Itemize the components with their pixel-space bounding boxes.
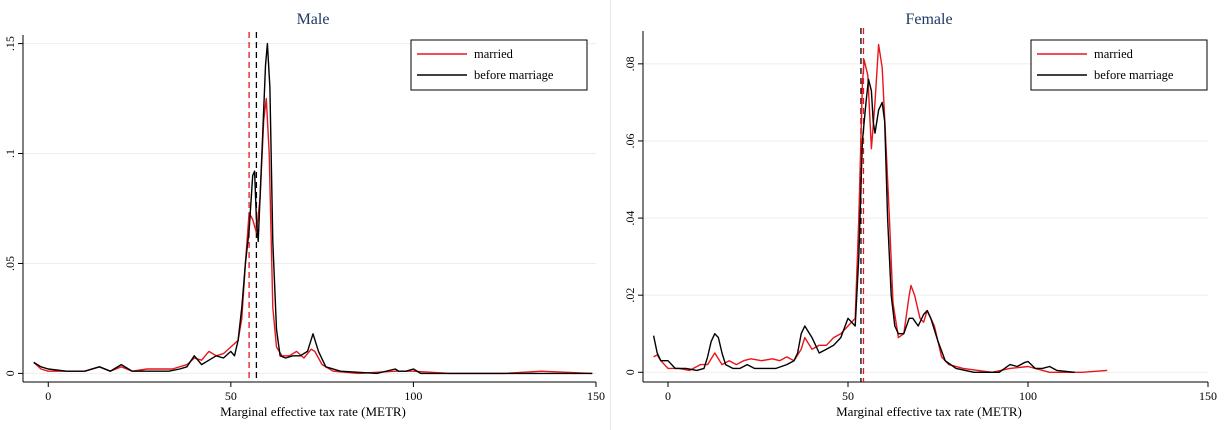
y-tick-label: .02 bbox=[623, 288, 637, 303]
legend: married before marriage bbox=[410, 39, 588, 91]
x-tick-label: 100 bbox=[1019, 389, 1037, 403]
y-tick-label: .04 bbox=[623, 211, 637, 226]
y-tick-label: .06 bbox=[623, 133, 637, 148]
x-tick-label: 50 bbox=[225, 389, 237, 403]
panel-divider bbox=[610, 0, 611, 430]
chart-male: Male 0 .05 .1 .15 0 50 100 150 Marginal effective… bbox=[3, 11, 605, 419]
series-line-before-marriage bbox=[33, 42, 593, 375]
legend: married before marriage bbox=[1030, 39, 1208, 91]
x-axis-label: Marginal effective tax rate (METR) bbox=[220, 404, 406, 419]
y-tick-label: .05 bbox=[3, 256, 17, 271]
legend-label: married bbox=[1094, 47, 1134, 61]
legend-label: married bbox=[474, 47, 514, 61]
series-line-married bbox=[653, 43, 1108, 373]
series-line-before-marriage bbox=[652, 78, 1075, 373]
y-tick-label: .1 bbox=[3, 149, 17, 158]
x-tick-label: 150 bbox=[1199, 389, 1217, 403]
chart-title: Male bbox=[297, 11, 330, 28]
legend-label: before marriage bbox=[1094, 68, 1174, 82]
series-line-married bbox=[33, 97, 593, 375]
legend-box bbox=[410, 39, 588, 91]
legend-box bbox=[1030, 39, 1208, 91]
panel-male: Male 0 .05 .1 .15 0 50 100 150 Marginal effective… bbox=[0, 0, 609, 430]
y-tick-label: .15 bbox=[3, 36, 17, 51]
x-axis-label: Marginal effective tax rate (METR) bbox=[836, 404, 1022, 419]
panel-female: Female 0 .02 .04 .06 .08 0 50 100 150 Marginal eff… bbox=[614, 0, 1227, 430]
x-tick-label: 0 bbox=[665, 389, 671, 403]
chart-title: Female bbox=[905, 11, 952, 28]
y-tick-label: .08 bbox=[623, 56, 637, 71]
x-tick-label: 150 bbox=[587, 389, 605, 403]
x-tick-label: 100 bbox=[404, 389, 422, 403]
x-tick-label: 0 bbox=[45, 389, 51, 403]
x-tick-label: 50 bbox=[842, 389, 854, 403]
legend-label: before marriage bbox=[474, 68, 554, 82]
y-tick-label: 0 bbox=[623, 369, 637, 375]
y-tick-label: 0 bbox=[3, 370, 17, 376]
chart-female: Female 0 .02 .04 .06 .08 0 50 100 150 Marginal eff… bbox=[623, 11, 1217, 419]
